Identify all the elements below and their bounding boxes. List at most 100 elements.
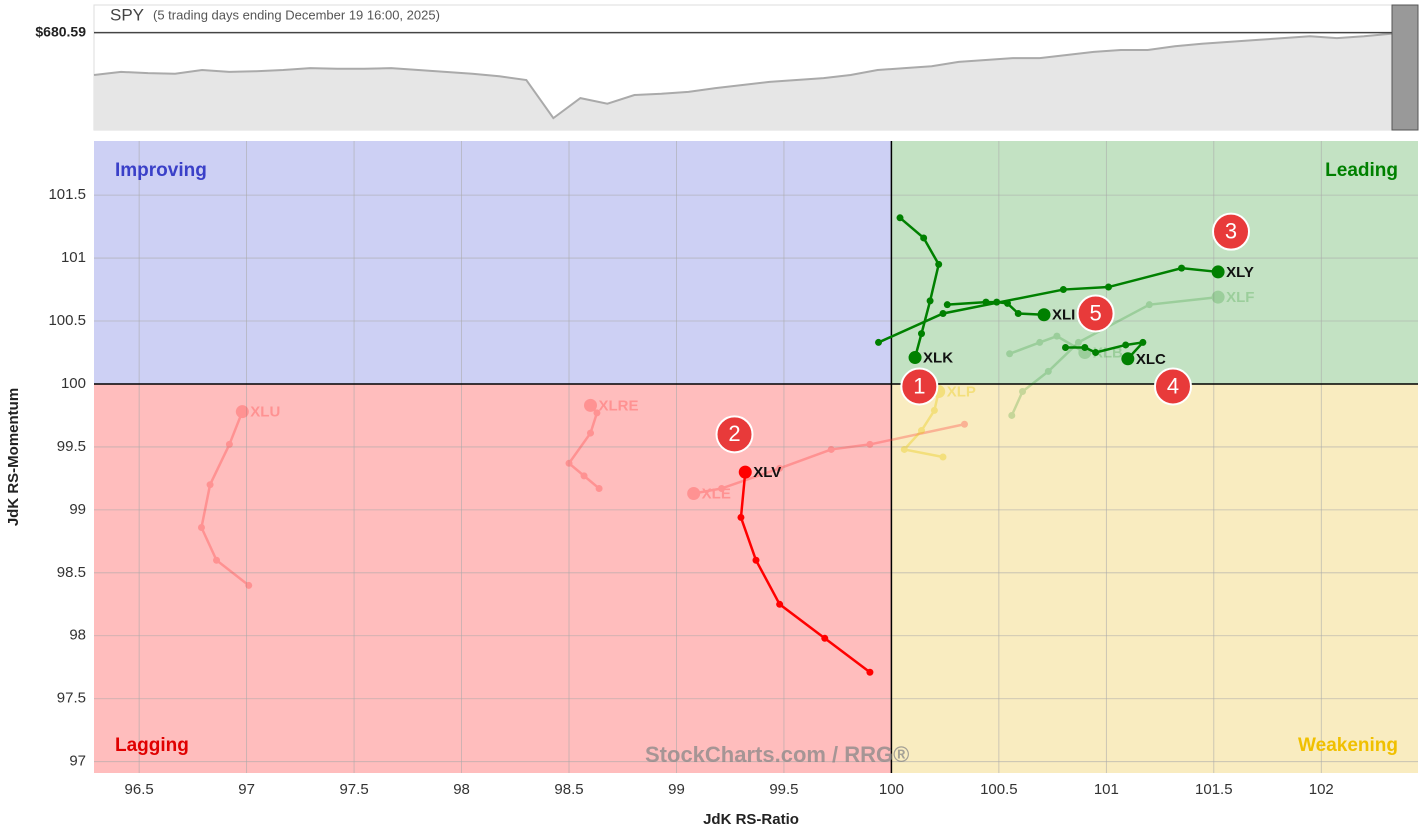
trail bbox=[567, 404, 600, 490]
trail-point bbox=[1006, 350, 1014, 358]
trail-point bbox=[206, 481, 214, 489]
series-label: XLU bbox=[250, 404, 280, 421]
trail-point bbox=[776, 600, 784, 608]
trail-point bbox=[827, 445, 835, 453]
trail-point bbox=[918, 330, 925, 338]
trail bbox=[200, 411, 250, 587]
quadrant-label: Leading bbox=[1325, 160, 1398, 181]
trail-point bbox=[1062, 343, 1070, 351]
trail-point bbox=[1122, 341, 1130, 349]
series: XLC bbox=[1062, 338, 1166, 368]
annotation-marker bbox=[715, 415, 754, 454]
x-tick-label: 101.5 bbox=[1195, 781, 1233, 798]
annotation-marker bbox=[1212, 212, 1251, 251]
trail-point bbox=[935, 260, 943, 268]
x-tick-label: 98.5 bbox=[554, 781, 583, 798]
x-tick-label: 100.5 bbox=[980, 781, 1018, 798]
x-tick-label: 100 bbox=[879, 781, 904, 798]
x-tick-label: 99 bbox=[668, 781, 685, 798]
trail-point bbox=[580, 472, 588, 480]
mini-title: SPY bbox=[110, 5, 144, 24]
trail-point bbox=[1081, 343, 1089, 351]
quadrant-label: Lagging bbox=[115, 735, 189, 756]
trail-point bbox=[1044, 367, 1052, 375]
trail-point bbox=[1014, 309, 1022, 317]
annotation-marker bbox=[900, 367, 939, 406]
trail bbox=[1009, 334, 1086, 355]
annotation-marker bbox=[1153, 367, 1192, 406]
trail-point bbox=[875, 338, 883, 346]
trail-point bbox=[595, 484, 603, 492]
trail-point bbox=[982, 298, 990, 306]
trail-point bbox=[900, 445, 908, 453]
quadrant bbox=[891, 141, 1418, 384]
head-point bbox=[908, 351, 922, 365]
price-line bbox=[93, 31, 1419, 120]
trail bbox=[878, 266, 1219, 344]
series: XLP bbox=[900, 384, 976, 461]
head-point bbox=[1211, 290, 1225, 304]
trail-point bbox=[593, 409, 601, 417]
x-tick-label: 97.5 bbox=[339, 781, 368, 798]
annotation-label: 1 bbox=[913, 373, 925, 398]
trail-point bbox=[920, 234, 928, 242]
y-tick-label: 100.5 bbox=[48, 312, 86, 329]
trail-point bbox=[1036, 338, 1044, 346]
head-point bbox=[1121, 352, 1135, 366]
trail bbox=[1010, 295, 1219, 416]
series: XLE bbox=[687, 420, 968, 502]
head-point bbox=[584, 398, 597, 412]
y-tick-label: 99.5 bbox=[57, 438, 86, 455]
series-label: XLI bbox=[1052, 307, 1075, 324]
trail-point bbox=[1139, 338, 1147, 346]
series: XLV bbox=[737, 464, 874, 676]
y-tick-label: 98 bbox=[69, 627, 86, 644]
trail-point bbox=[943, 301, 951, 309]
trail-point bbox=[896, 214, 904, 222]
trail-point bbox=[939, 309, 947, 317]
trail-point bbox=[1053, 332, 1061, 340]
series-label: XLF bbox=[1226, 289, 1254, 306]
quadrant bbox=[94, 383, 892, 773]
series-label: XLV bbox=[753, 464, 781, 481]
series: XLK bbox=[896, 214, 953, 367]
head-point bbox=[687, 487, 701, 501]
head-point bbox=[235, 405, 249, 419]
trail bbox=[899, 216, 941, 358]
y-tick-label: 98.5 bbox=[57, 564, 86, 581]
trail-point bbox=[960, 420, 968, 428]
trail-point bbox=[939, 453, 947, 461]
price-area bbox=[94, 32, 1418, 130]
trail-point bbox=[993, 298, 1001, 306]
x-tick-label: 96.5 bbox=[125, 781, 154, 798]
trail-point bbox=[776, 464, 784, 472]
x-tick-label: 98 bbox=[453, 781, 470, 798]
quadrant-label: Improving bbox=[115, 160, 207, 181]
trail-point bbox=[737, 513, 745, 521]
series-label: XLC bbox=[1136, 351, 1166, 368]
annotation-label: 3 bbox=[1225, 218, 1237, 243]
trail-point bbox=[918, 427, 925, 435]
trail-point bbox=[1092, 349, 1100, 357]
trail-point bbox=[1059, 286, 1067, 294]
y-tick-label: 101 bbox=[61, 249, 86, 266]
series-label: XLY bbox=[1226, 264, 1254, 281]
series-label: XLRE bbox=[599, 397, 639, 414]
series: XLU bbox=[197, 404, 280, 589]
trail-point bbox=[1003, 299, 1011, 307]
trail-point bbox=[821, 634, 829, 642]
trail-point bbox=[225, 440, 233, 448]
x-tick-label: 99.5 bbox=[769, 781, 798, 798]
trail-point bbox=[1008, 411, 1016, 419]
trail bbox=[901, 391, 944, 459]
x-axis-label: JdK RS-Ratio bbox=[703, 811, 799, 828]
trail-point bbox=[1074, 338, 1082, 346]
trail-point bbox=[926, 297, 934, 305]
trail-point bbox=[197, 524, 205, 532]
trail-point bbox=[718, 484, 726, 492]
series-label: XLE bbox=[702, 485, 731, 502]
y-tick-label: 97.5 bbox=[57, 690, 86, 707]
trail-point bbox=[866, 440, 874, 448]
head-point bbox=[738, 465, 752, 479]
